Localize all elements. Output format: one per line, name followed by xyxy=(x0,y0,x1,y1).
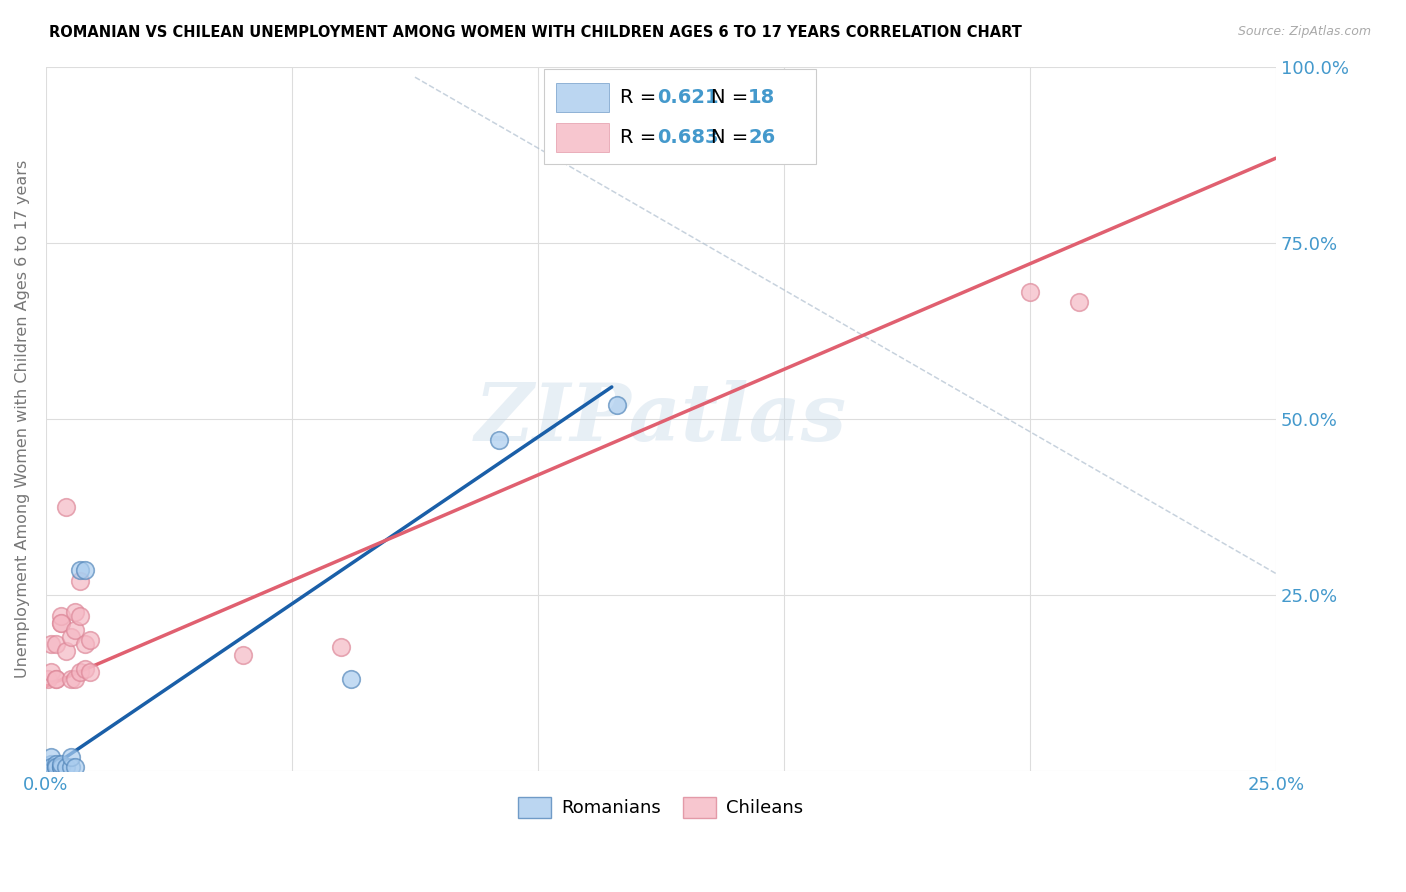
Point xyxy=(79,633,101,648)
Point xyxy=(49,615,72,630)
Point xyxy=(65,672,87,686)
Point xyxy=(37,760,59,774)
Point xyxy=(75,662,97,676)
Point xyxy=(69,608,91,623)
Point xyxy=(55,644,77,658)
Text: 0.683: 0.683 xyxy=(657,128,718,147)
Point xyxy=(55,760,77,774)
Point xyxy=(69,563,91,577)
FancyBboxPatch shape xyxy=(544,70,815,164)
Point xyxy=(39,756,62,771)
Point xyxy=(49,615,72,630)
Text: Source: ZipAtlas.com: Source: ZipAtlas.com xyxy=(1237,25,1371,38)
Point xyxy=(39,760,62,774)
FancyBboxPatch shape xyxy=(557,83,609,112)
Text: 26: 26 xyxy=(748,128,776,147)
Text: ZIPatlas: ZIPatlas xyxy=(475,380,846,458)
Point xyxy=(39,749,62,764)
Point xyxy=(49,756,72,771)
Y-axis label: Unemployment Among Women with Children Ages 6 to 17 years: Unemployment Among Women with Children A… xyxy=(15,160,30,678)
Text: N =: N = xyxy=(711,88,755,107)
Point xyxy=(45,756,67,771)
Point xyxy=(59,672,82,686)
Point xyxy=(1019,285,1042,299)
Legend: Romanians, Chileans: Romanians, Chileans xyxy=(512,789,811,825)
Point xyxy=(75,563,97,577)
Point xyxy=(1069,295,1091,310)
Point xyxy=(45,672,67,686)
Point xyxy=(330,640,353,655)
Text: N =: N = xyxy=(711,128,755,147)
Point xyxy=(75,637,97,651)
Point xyxy=(39,637,62,651)
Point xyxy=(37,672,59,686)
Point xyxy=(45,760,67,774)
Point xyxy=(49,760,72,774)
Point xyxy=(49,760,72,774)
Point xyxy=(69,574,91,588)
Point xyxy=(55,500,77,514)
Point xyxy=(488,433,510,447)
Point xyxy=(65,760,87,774)
Point xyxy=(39,665,62,679)
Point xyxy=(59,749,82,764)
Text: 0.621: 0.621 xyxy=(657,88,718,107)
Point xyxy=(45,672,67,686)
Text: ROMANIAN VS CHILEAN UNEMPLOYMENT AMONG WOMEN WITH CHILDREN AGES 6 TO 17 YEARS CO: ROMANIAN VS CHILEAN UNEMPLOYMENT AMONG W… xyxy=(49,25,1022,40)
Point xyxy=(65,605,87,619)
Point xyxy=(45,760,67,774)
Point xyxy=(59,630,82,644)
Point xyxy=(49,608,72,623)
Text: R =: R = xyxy=(620,88,662,107)
Point xyxy=(232,648,254,662)
Point xyxy=(606,398,628,412)
Point xyxy=(59,760,82,774)
FancyBboxPatch shape xyxy=(557,123,609,153)
Text: 18: 18 xyxy=(748,88,776,107)
Point xyxy=(69,665,91,679)
Point xyxy=(340,672,363,686)
Point xyxy=(45,637,67,651)
Text: R =: R = xyxy=(620,128,662,147)
Point xyxy=(65,623,87,637)
Point xyxy=(79,665,101,679)
